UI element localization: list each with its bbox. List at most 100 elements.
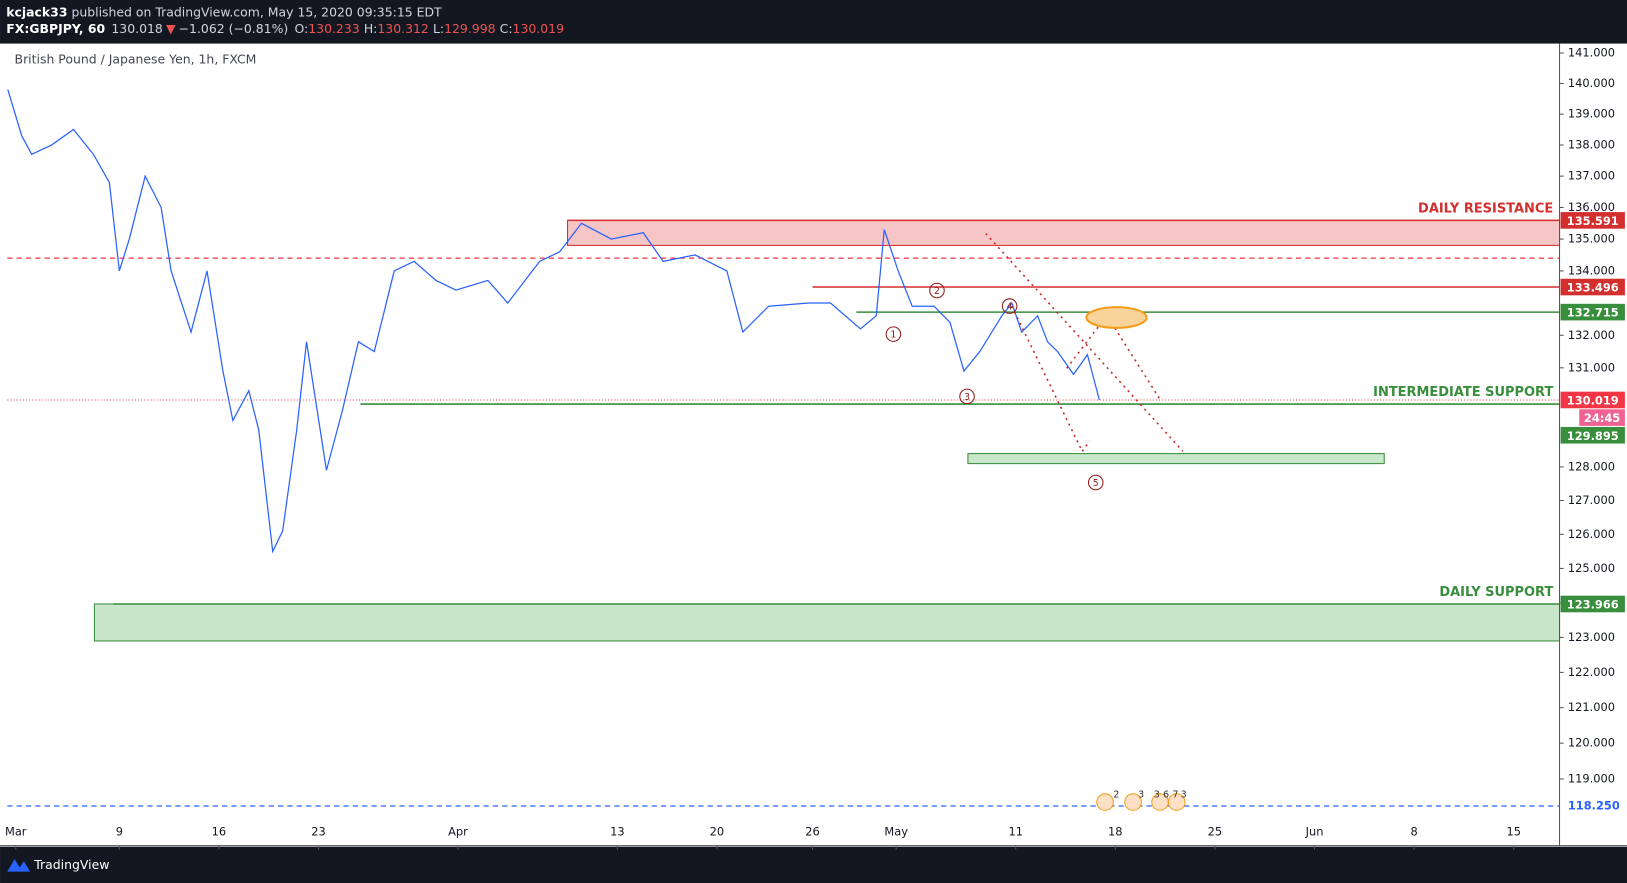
y-tick-label: 125.000 (1568, 561, 1615, 575)
level-label: DAILY SUPPORT (1439, 585, 1553, 600)
wave-circle (929, 282, 945, 299)
open-label: O: (294, 21, 308, 36)
x-tick-label: Apr (448, 825, 468, 839)
high-label: H: (364, 21, 378, 36)
price-tag (1560, 595, 1625, 613)
projection (1081, 440, 1091, 452)
publish-line: kcjack33 published on TradingView.com, M… (6, 4, 442, 19)
close-label: C: (500, 21, 513, 36)
quote-line: FX:GBPJPY, 60 130.018 ▼ −1.062 (−0.81%) O:13… (6, 21, 564, 36)
y-tick-label: 127.000 (1568, 493, 1615, 507)
chart-title: British Pound / Japanese Yen, 1h, FXCM (15, 52, 257, 67)
event-count: 7 (1173, 789, 1179, 800)
event-icon (1096, 793, 1114, 811)
x-tick-label: 26 (805, 825, 820, 839)
x-tick-label: 9 (116, 825, 123, 839)
brand: TradingView (33, 857, 109, 872)
wave-circle (885, 326, 902, 342)
y-tick-label: 126.000 (1568, 527, 1615, 541)
x-tick-label: 15 (1506, 825, 1521, 839)
open: 130.233 (308, 21, 359, 36)
y-tick-label: 140.000 (1568, 76, 1615, 90)
y-tick-label: 121.000 (1568, 700, 1615, 714)
wave-circle (1087, 474, 1104, 491)
price-tag-label: 132.715 (1567, 306, 1619, 320)
symbol: FX:GBPJPY, 60 (6, 21, 105, 36)
price-tag (1560, 391, 1625, 409)
wave-circle (1001, 298, 1018, 314)
projection (1107, 317, 1161, 400)
price-tag (1579, 409, 1625, 426)
x-tick-label: Mar (5, 825, 27, 839)
target-ellipse (1085, 306, 1148, 329)
close: 130.019 (513, 21, 565, 36)
y-tick-label: 141.000 (1568, 45, 1615, 59)
projection (1010, 305, 1083, 452)
x-tick-label: 8 (1410, 825, 1417, 839)
change: −1.062 (−0.81%) (179, 21, 289, 36)
x-tick-label: 11 (1008, 825, 1023, 839)
level-price: 118.250 (1568, 799, 1620, 813)
y-tick-label: 119.000 (1568, 771, 1615, 785)
price-line (7, 89, 1100, 554)
wave-labels (885, 282, 1104, 491)
price-tag (1560, 212, 1625, 229)
price-tag-label: 129.895 (1567, 429, 1619, 443)
x-tick-label: 25 (1208, 825, 1223, 839)
x-tick-label: 16 (212, 825, 227, 839)
price-tag (1560, 426, 1625, 444)
price-tag-label: 24:45 (1584, 411, 1620, 425)
x-tick-label: May (884, 825, 908, 839)
y-tick-label: 120.000 (1568, 736, 1615, 750)
x-tick-label: 18 (1108, 825, 1123, 839)
wave-label: 3 (964, 392, 970, 403)
y-tick-label: 134.000 (1568, 263, 1615, 277)
wave-label: 1 (890, 330, 896, 341)
level-label: INTERMEDIATE SUPPORT (1373, 385, 1553, 400)
header-bar (0, 0, 1627, 44)
x-tick-label: 23 (311, 825, 326, 839)
x-tick-label: 20 (710, 825, 725, 839)
logo (7, 859, 31, 872)
price-tag (1560, 303, 1625, 321)
x-tick-label: Jun (1305, 825, 1324, 839)
wave-label: 5 (1093, 478, 1099, 489)
y-tick-label: 128.000 (1568, 459, 1615, 473)
wave-annotations (985, 232, 1184, 452)
price-tag-label: 135.591 (1567, 214, 1619, 228)
projection (1066, 315, 1107, 369)
y-tick-label: 132.000 (1568, 328, 1615, 342)
author: kcjack33 (6, 4, 67, 19)
event-count: 2 (1113, 789, 1119, 800)
event-count: 3 (1138, 789, 1144, 800)
price-tag-label: 123.966 (1567, 598, 1619, 612)
price-tag-label: 130.019 (1567, 394, 1619, 408)
y-tick-label: 123.000 (1568, 630, 1615, 644)
event-count: 6 (1163, 789, 1169, 800)
plot (7, 89, 1561, 807)
event-icon (1167, 793, 1186, 811)
events: 2 3 3 6 7 3 (1096, 789, 1187, 811)
y-tick-label: 138.000 (1568, 138, 1615, 152)
y-tick-label: 139.000 (1568, 107, 1615, 121)
event-icon (1124, 793, 1142, 811)
event-count: 3 (1181, 789, 1187, 800)
footer-bar (0, 846, 1627, 883)
price-tag-label: 133.496 (1567, 281, 1619, 295)
high: 130.312 (377, 21, 428, 36)
low-label: L: (433, 21, 444, 36)
low: 129.998 (444, 21, 496, 36)
price-tag (1560, 278, 1625, 296)
wave-label: 2 (934, 286, 940, 297)
wave-label: 4 (1007, 302, 1013, 313)
y-tick-label: 136.000 (1568, 200, 1615, 214)
published: published on TradingView.com, May 15, 20… (68, 4, 443, 19)
level-label: DAILY RESISTANCE (1418, 201, 1553, 216)
target-zone (967, 453, 1385, 465)
y-tick-label: 131.000 (1568, 360, 1615, 374)
last: 130.018 (111, 21, 163, 36)
wave-circle (959, 388, 975, 405)
zone (567, 219, 1561, 246)
event-count: 3 (1154, 789, 1160, 800)
